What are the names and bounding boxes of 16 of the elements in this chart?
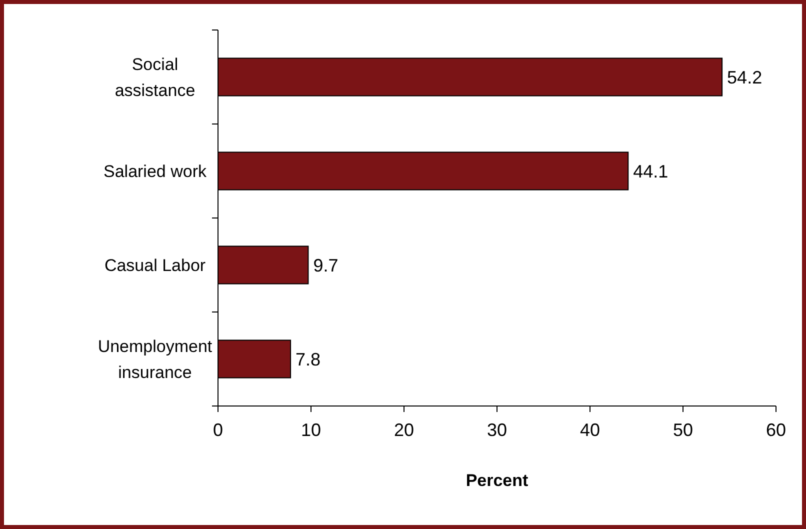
data-label: 54.2 [727,67,762,88]
x-tick-label: 10 [300,420,322,440]
x-tick-label: 0 [212,420,224,440]
y-tick-label: Unemployment insurance [98,336,212,382]
x-tick-label: 30 [486,420,508,440]
x-tick-label: 20 [394,420,414,440]
data-label: 44.1 [633,161,668,182]
x-tick-label: 60 [766,420,786,440]
x-tick-label: 40 [580,420,600,440]
y-tick-label: Salaried work [104,162,207,181]
y-tick-label: Social assistance [114,54,196,100]
data-label: 7.8 [296,349,321,370]
x-tick-label: 50 [672,420,694,440]
x-axis-title: Percent [466,471,529,490]
data-label: 9.7 [313,255,338,276]
y-tick-label: Casual Labor [104,256,206,275]
